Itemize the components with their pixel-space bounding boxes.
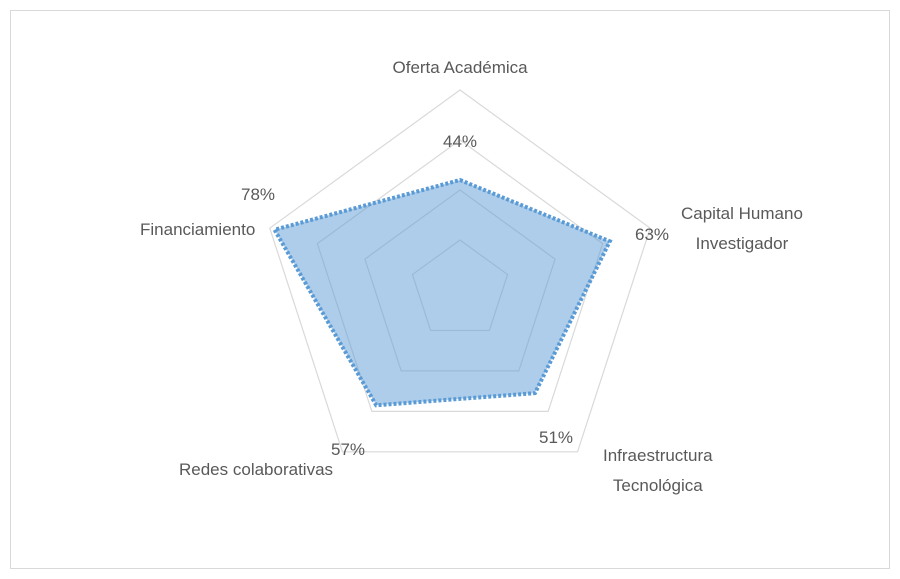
category-label: Redes colaborativas (179, 460, 334, 479)
category-label: Financiamiento (140, 220, 256, 239)
data-label: 63% (635, 225, 670, 244)
category-label: Capital Humano Investigador (681, 204, 803, 253)
category-label: Infraestructura Tecnológica (603, 446, 713, 495)
data-label: 51% (539, 428, 574, 447)
data-label: 57% (331, 440, 366, 459)
category-label: Oferta Académica (392, 58, 528, 77)
data-label: 78% (241, 185, 276, 204)
radar-area (271, 177, 613, 408)
grid-ring (269, 89, 651, 453)
data-label: 44% (443, 132, 478, 151)
